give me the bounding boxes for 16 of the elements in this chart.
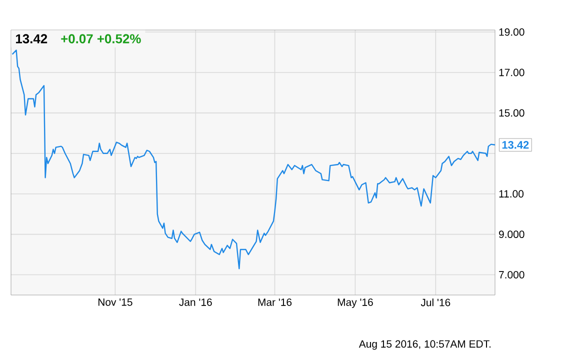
x-tick-label: May '16 (338, 298, 373, 308)
y-tick-label: 11.00 (499, 190, 524, 198)
line-series (12, 50, 496, 270)
x-tick-label: Jul '16 (420, 298, 450, 306)
x-tick-label: Jan '16 (179, 298, 212, 306)
chart-title: 13.42 (16, 34, 48, 44)
x-tick-label: Nov '15 (98, 298, 132, 306)
chart-subtitle: +0.07 +0.52% (61, 34, 141, 44)
y-tick-label: 15.00 (499, 109, 524, 117)
text: Aug 15 2016, 10:57AM EDT. (358, 340, 491, 350)
y-tick-label: 17.00 (499, 68, 524, 76)
y-tick-label: 19.00 (499, 28, 524, 36)
x-tick-label: Mar '16 (258, 298, 292, 306)
annotation: 13.42 (502, 141, 529, 149)
y-tick-label: 9.000 (499, 230, 524, 238)
y-tick-label: 7.000 (499, 271, 524, 278)
